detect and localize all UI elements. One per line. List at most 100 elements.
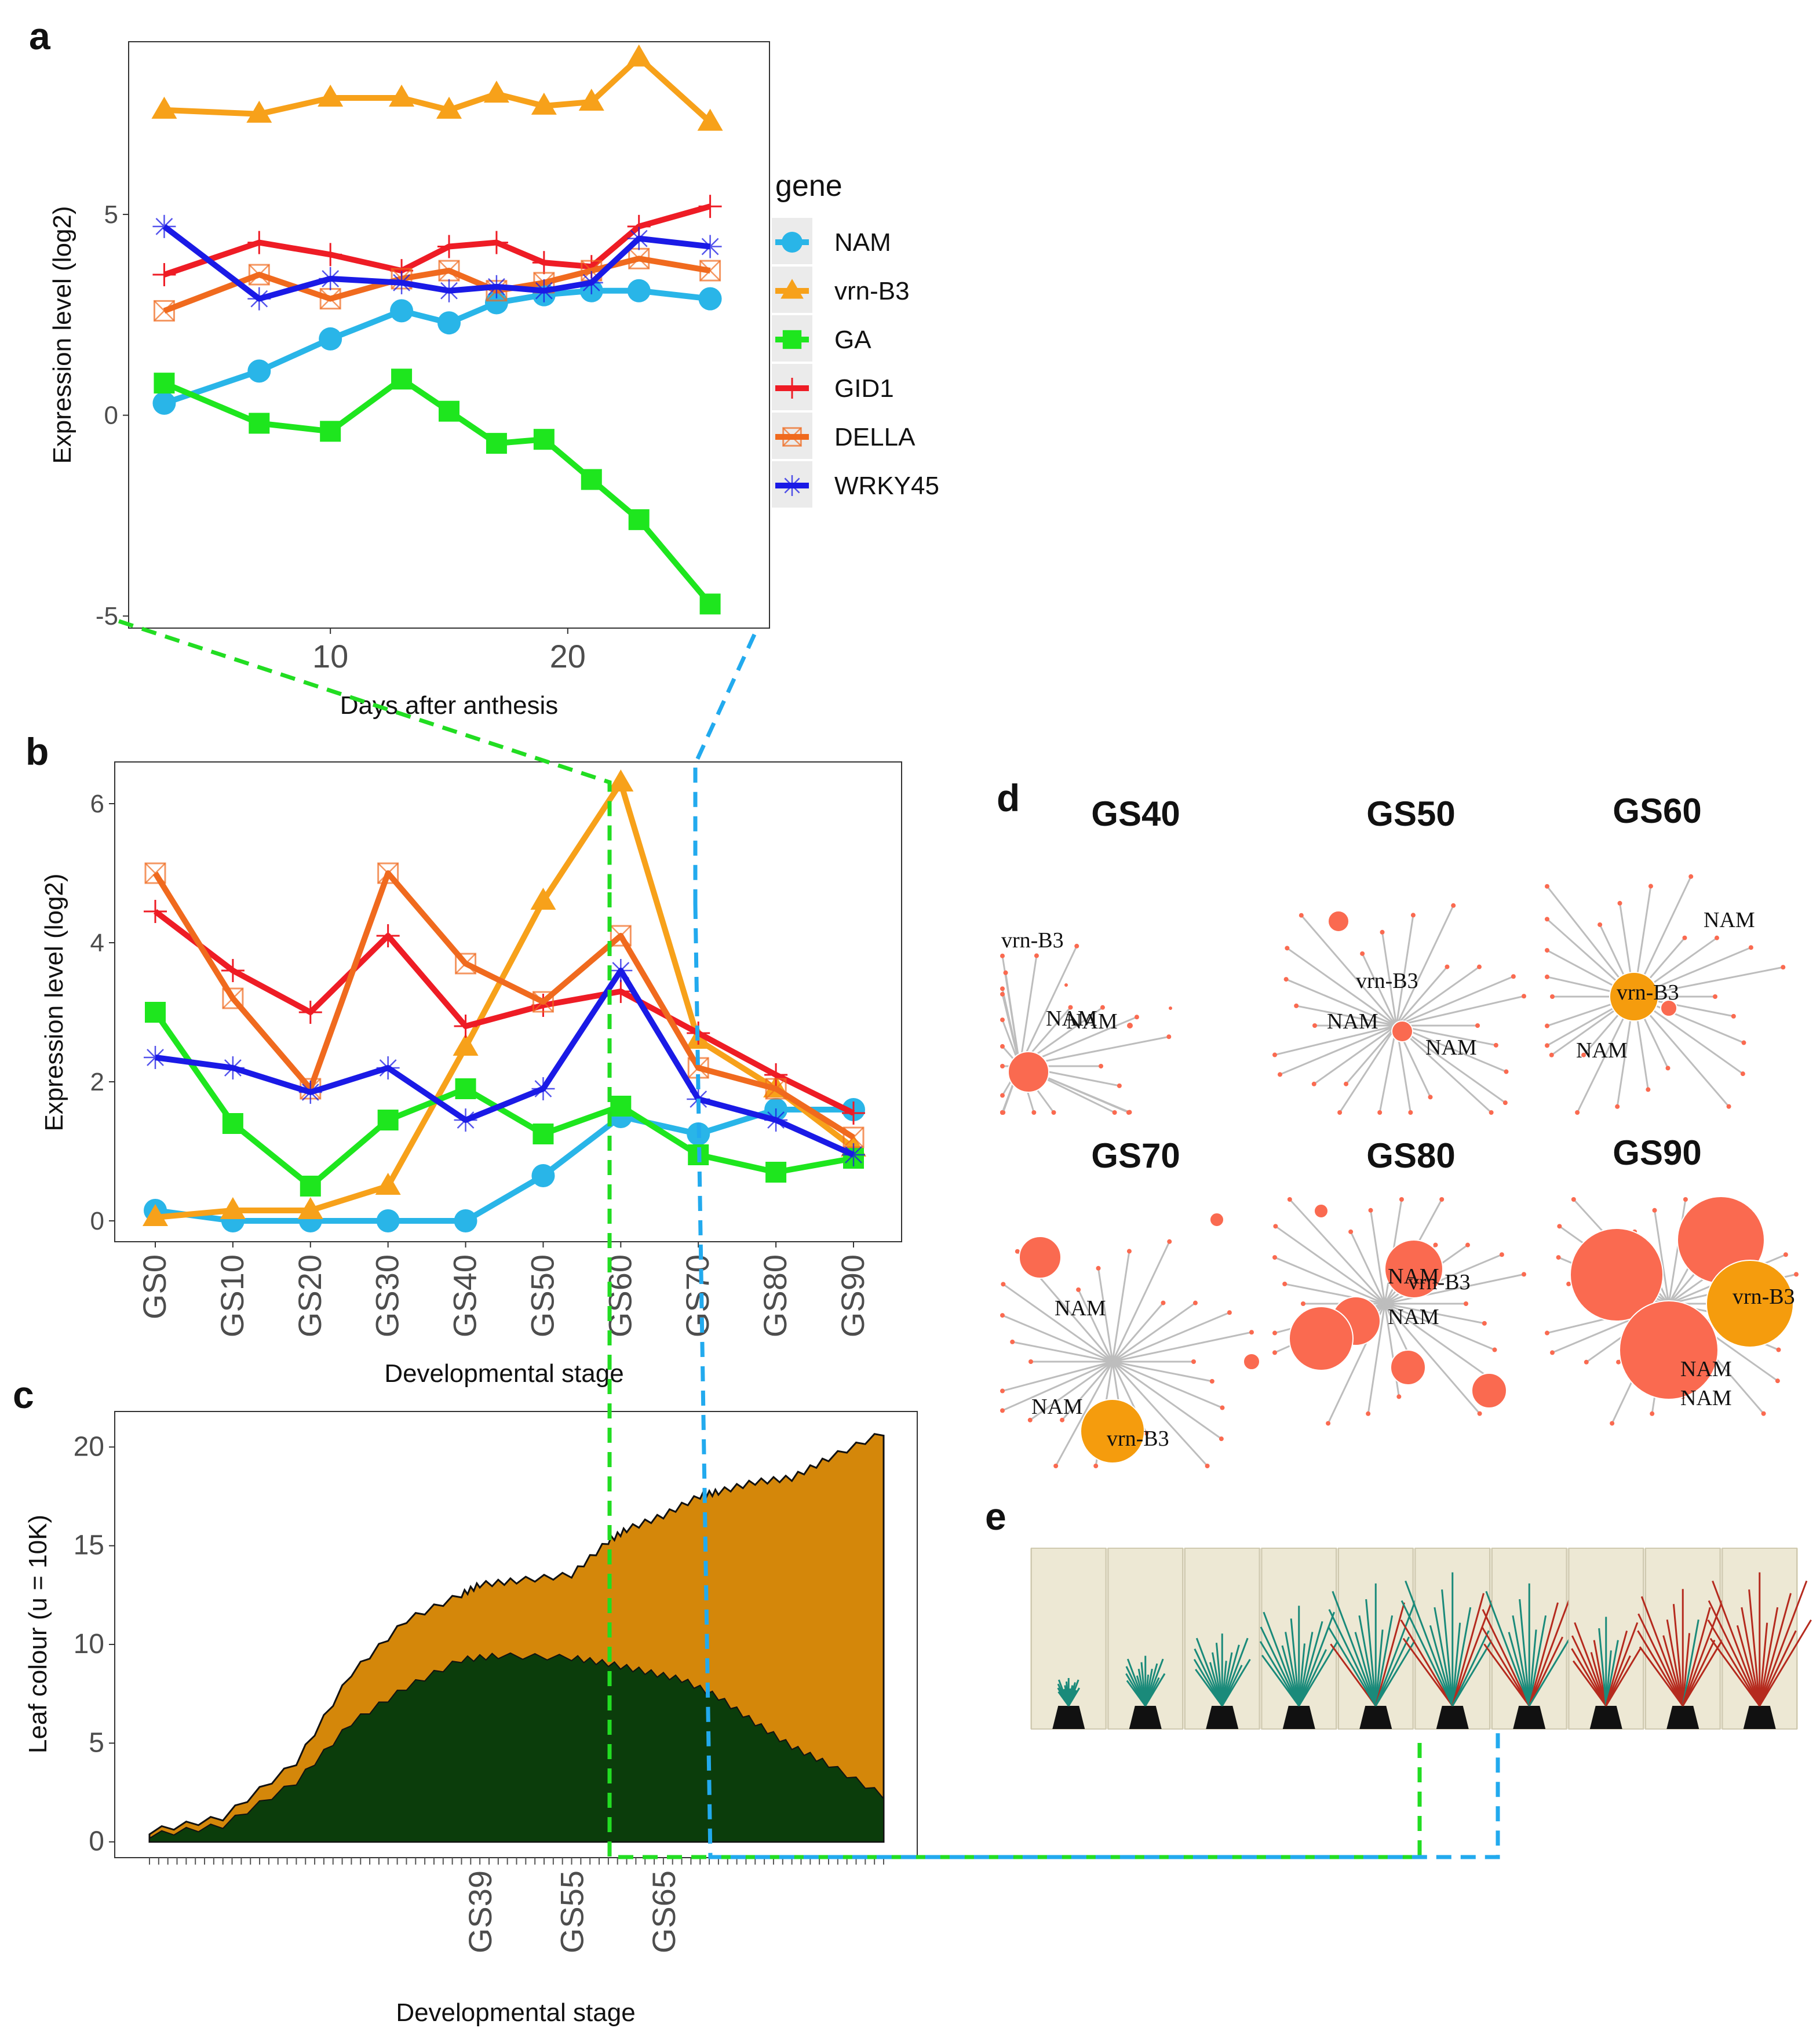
network-small-node xyxy=(1545,884,1549,889)
a-point-GA xyxy=(581,469,602,490)
network-small-node xyxy=(1783,1252,1788,1257)
a-point-WRKY45 xyxy=(247,287,271,311)
plant-photo-frame xyxy=(1637,1548,1729,1730)
chart-b-tick-labels: 0 2 4 6 GS0 GS10 GS20 GS30 GS40 GS50 GS60 GS70 GS80 G… xyxy=(90,790,871,1337)
a-line-GID1 xyxy=(163,203,711,278)
network-small-node xyxy=(1616,1359,1621,1365)
a-point-WRKY45 xyxy=(627,227,651,250)
network-small-node xyxy=(1166,1034,1172,1039)
a-point-WRKY45 xyxy=(437,279,461,302)
a-line-WRKY45 xyxy=(162,224,711,302)
b-point-GA xyxy=(145,1002,166,1023)
network-small-node xyxy=(1219,1436,1224,1442)
a-point-GID1 xyxy=(247,231,271,254)
network-small-node xyxy=(1051,1110,1056,1115)
network-small-node xyxy=(1272,1052,1277,1057)
a-ytick-label: -5 xyxy=(96,602,118,630)
b-point-GID1 xyxy=(842,1101,865,1125)
network-small-node xyxy=(1205,1464,1210,1468)
network-small-node xyxy=(1522,994,1526,999)
network-edge xyxy=(1633,966,1783,998)
c-ytick-label: 20 xyxy=(74,1431,104,1462)
panel-letter-d: d xyxy=(997,776,1020,819)
network-edge xyxy=(1019,955,1038,1067)
network-small-node xyxy=(1010,1339,1015,1344)
a-point-GID1 xyxy=(484,231,508,254)
b-point-GA xyxy=(455,1078,476,1099)
a-point-NAM xyxy=(152,391,176,415)
network-edge xyxy=(1396,1024,1506,1104)
network-edge xyxy=(1381,932,1398,1026)
network-small-node xyxy=(1597,922,1603,927)
chart-c: 0 5 10 15 20 GS39 GS55 GS65 Developmental stage… xyxy=(24,1411,918,2027)
network-small-node xyxy=(1377,1110,1383,1115)
network-node-label: vrn-B3 xyxy=(1617,980,1679,1005)
a-point-GID1 xyxy=(319,243,342,267)
network-node-label: NAM xyxy=(1031,1395,1083,1419)
a-point-vrn-B3 xyxy=(531,92,557,115)
b-point-vrn-B3 xyxy=(143,1204,168,1226)
legend-marker-DELLA xyxy=(782,427,802,447)
network-small-node xyxy=(1068,1005,1073,1010)
b-ytick-label: 6 xyxy=(90,790,104,818)
network-edge xyxy=(1396,1024,1507,1073)
dashed-connectors xyxy=(118,619,1500,1859)
network-GS70: GS70 NAM NAM vrn-B3 xyxy=(1000,1136,1260,1468)
network-small-node xyxy=(1117,1083,1122,1088)
a-point-WRKY45 xyxy=(319,267,342,290)
legend-label-GID1: GID1 xyxy=(834,374,894,403)
a-point-GA xyxy=(533,429,555,450)
a-point-vrn-B3 xyxy=(626,44,652,67)
b-xtick-label: GS50 xyxy=(524,1254,560,1337)
a-point-NAM xyxy=(627,279,651,302)
panel-letter-b: b xyxy=(25,730,49,773)
b-point-WRKY45 xyxy=(531,1077,555,1100)
network-edge xyxy=(1300,914,1398,1026)
network-hub-node xyxy=(1706,1260,1794,1348)
network-small-node xyxy=(1209,1378,1214,1384)
network-edge xyxy=(1289,1198,1386,1305)
a-point-vrn-B3 xyxy=(246,100,272,123)
c-xtick-label: GS39 xyxy=(462,1870,498,1953)
b-xtick-label: GS70 xyxy=(679,1254,716,1337)
plant-photo-frame xyxy=(1327,1548,1424,1730)
network-edge xyxy=(1668,1199,1687,1304)
network-title: GS50 xyxy=(1366,794,1455,833)
network-node xyxy=(1660,1000,1677,1017)
legend-marker-WRKY45 xyxy=(782,475,803,496)
a-ytick-label: 0 xyxy=(104,402,118,430)
c-ytick-label: 0 xyxy=(89,1826,104,1857)
chart-c-areas xyxy=(148,1433,885,1843)
network-small-node xyxy=(1053,1464,1059,1468)
b-point-GA xyxy=(377,1110,399,1130)
b-point-vrn-B3 xyxy=(220,1197,246,1219)
b-line-NAM xyxy=(155,1107,854,1224)
network-small-node xyxy=(1227,1310,1232,1315)
network-edge xyxy=(1002,1283,1113,1363)
b-point-DELLA xyxy=(455,953,477,975)
network-small-node xyxy=(1299,913,1304,918)
b-xtick-label: GS40 xyxy=(447,1254,483,1337)
network-node-label: NAM xyxy=(1327,1009,1378,1034)
network-edge xyxy=(1111,1360,1208,1467)
b-point-GID1 xyxy=(609,980,633,1003)
network-small-node xyxy=(1134,1015,1139,1020)
network-small-node xyxy=(1000,1093,1005,1098)
a-xtick-label: 10 xyxy=(312,638,348,674)
b-point-DELLA xyxy=(222,987,244,1009)
network-small-node xyxy=(1000,953,1005,958)
network-small-node xyxy=(1557,1224,1562,1229)
network-small-node xyxy=(1096,1265,1101,1271)
b-point-GID1 xyxy=(454,1015,477,1038)
network-small-node xyxy=(1682,935,1687,940)
network-small-node xyxy=(1272,1255,1277,1260)
network-node-label: NAM xyxy=(1046,1006,1097,1031)
network-small-node xyxy=(1294,1003,1299,1008)
network-small-node xyxy=(1489,1110,1494,1115)
network-edge xyxy=(1002,1360,1113,1392)
network-small-node xyxy=(1031,1110,1037,1115)
a-point-GA xyxy=(486,433,507,454)
network-edge xyxy=(1005,972,1021,1067)
network-edge xyxy=(1350,1231,1386,1304)
network-node-label: NAM xyxy=(1066,1009,1118,1034)
